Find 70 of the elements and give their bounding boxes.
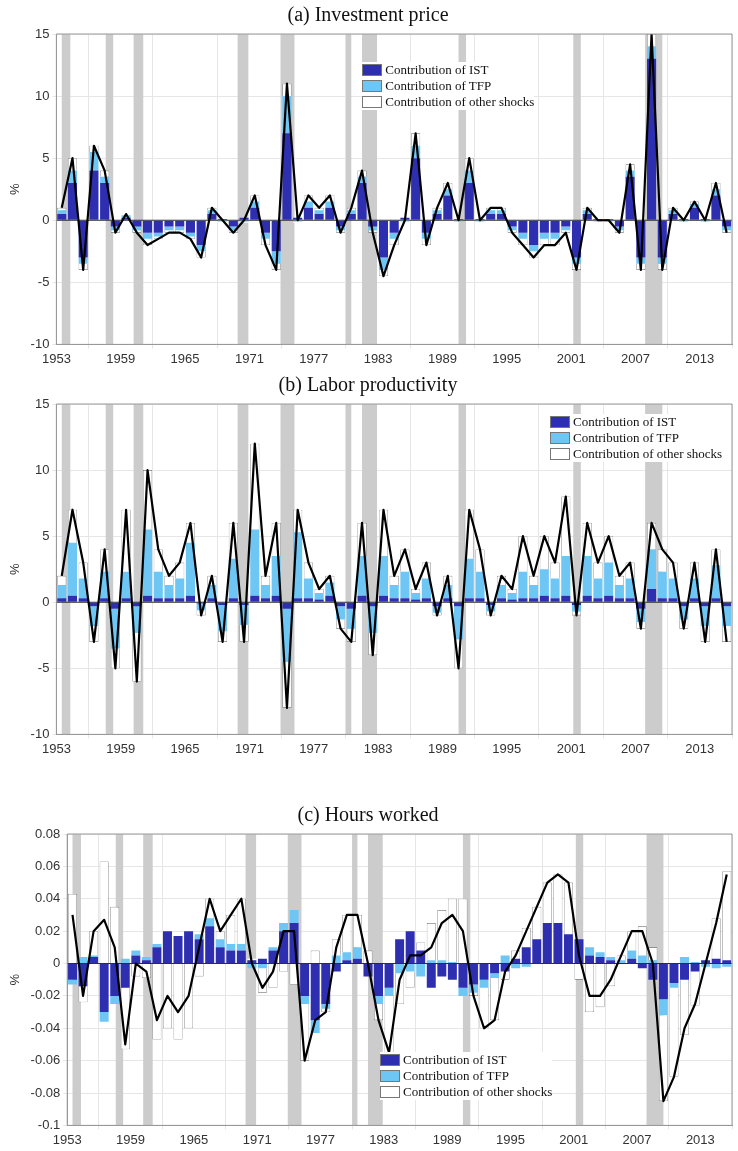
y-tick-label: -5 bbox=[37, 273, 50, 289]
y-tick-label: -0.04 bbox=[30, 1019, 61, 1035]
legend-label: Contribution of IST bbox=[573, 414, 677, 430]
legend-label: Contribution of TFP bbox=[385, 78, 492, 94]
legend-label: Contribution of IST bbox=[403, 1052, 507, 1069]
x-tick-label: 2001 bbox=[556, 740, 586, 756]
x-tick-label: 1953 bbox=[41, 350, 71, 366]
y-tick-label: 0 bbox=[42, 593, 50, 609]
x-tick-label: 2007 bbox=[621, 740, 650, 756]
x-tick-label: 1989 bbox=[427, 350, 457, 366]
x-tick-label: 1977 bbox=[299, 350, 329, 366]
x-tick-label: 1971 bbox=[234, 350, 264, 366]
x-tick-label: 2001 bbox=[559, 1131, 589, 1147]
x-tick-label: 2013 bbox=[685, 740, 715, 756]
y-tick-label: 10 bbox=[34, 87, 50, 103]
x-tick-label: 1983 bbox=[363, 350, 393, 366]
y-tick-label: 10 bbox=[34, 461, 50, 477]
y-tick-label: 15 bbox=[34, 25, 50, 41]
y-tick-label: 0 bbox=[53, 955, 61, 971]
y-tick-label: 0.02 bbox=[34, 922, 61, 938]
x-tick-label: 1971 bbox=[234, 740, 264, 756]
x-tick-label: 1959 bbox=[106, 350, 136, 366]
x-tick-label: 1959 bbox=[116, 1131, 145, 1147]
x-tick-label: 1971 bbox=[242, 1131, 272, 1147]
x-tick-label: 1983 bbox=[369, 1131, 399, 1147]
x-tick-label: 1977 bbox=[306, 1131, 335, 1147]
y-tick-label: -0.06 bbox=[30, 1052, 61, 1068]
chart-title: (b) Labor productivity bbox=[278, 373, 458, 397]
x-tick-label: 1983 bbox=[363, 740, 393, 756]
x-tick-label: 1977 bbox=[299, 740, 329, 756]
x-tick-label: 2001 bbox=[556, 350, 586, 366]
x-tick-label: 1953 bbox=[41, 740, 71, 756]
y-tick-label: 0.06 bbox=[34, 857, 61, 873]
x-tick-label: 1989 bbox=[427, 740, 457, 756]
x-tick-label: 1953 bbox=[52, 1131, 82, 1147]
y-tick-label: -0.08 bbox=[30, 1084, 61, 1100]
x-tick-label: 1995 bbox=[492, 740, 522, 756]
y-tick-label: 0.04 bbox=[34, 890, 61, 906]
legend-label: Contribution of TFP bbox=[403, 1068, 510, 1085]
x-tick-label: 1995 bbox=[495, 1131, 525, 1147]
y-tick-label: -10 bbox=[30, 725, 50, 741]
legend-label: Contribution of other shocks bbox=[573, 446, 723, 462]
y-tick-label: 15 bbox=[34, 395, 50, 411]
x-tick-label: 1995 bbox=[492, 350, 522, 366]
legend-label: Contribution of other shocks bbox=[403, 1084, 553, 1101]
y-axis-title: % bbox=[7, 973, 23, 986]
y-tick-label: -0.02 bbox=[30, 987, 61, 1003]
x-tick-label: 1965 bbox=[170, 350, 200, 366]
y-tick-label: 5 bbox=[42, 527, 50, 543]
chart-title: (a) Investment price bbox=[287, 3, 449, 27]
x-tick-label: 2007 bbox=[622, 1131, 652, 1147]
x-tick-label: 1965 bbox=[179, 1131, 209, 1147]
y-tick-label: -10 bbox=[30, 335, 50, 351]
x-tick-label: 1965 bbox=[170, 740, 200, 756]
legend-label: Contribution of other shocks bbox=[385, 94, 535, 110]
y-tick-label: -5 bbox=[37, 659, 50, 675]
x-tick-label: 1959 bbox=[106, 740, 136, 756]
x-tick-label: 2013 bbox=[685, 1131, 715, 1147]
y-tick-label: 0 bbox=[42, 211, 50, 227]
x-tick-label: 2013 bbox=[685, 350, 715, 366]
x-tick-label: 2007 bbox=[621, 350, 650, 366]
y-axis-title: % bbox=[7, 562, 23, 575]
y-tick-label: -0.1 bbox=[37, 1116, 61, 1132]
y-tick-label: 0.08 bbox=[34, 825, 61, 841]
chart-title: (c) Hours worked bbox=[297, 803, 439, 827]
y-axis-title: % bbox=[7, 182, 23, 195]
x-tick-label: 1989 bbox=[432, 1131, 462, 1147]
legend-label: Contribution of TFP bbox=[573, 430, 679, 446]
y-tick-label: 5 bbox=[42, 149, 50, 165]
legend-label: Contribution of IST bbox=[385, 62, 489, 78]
